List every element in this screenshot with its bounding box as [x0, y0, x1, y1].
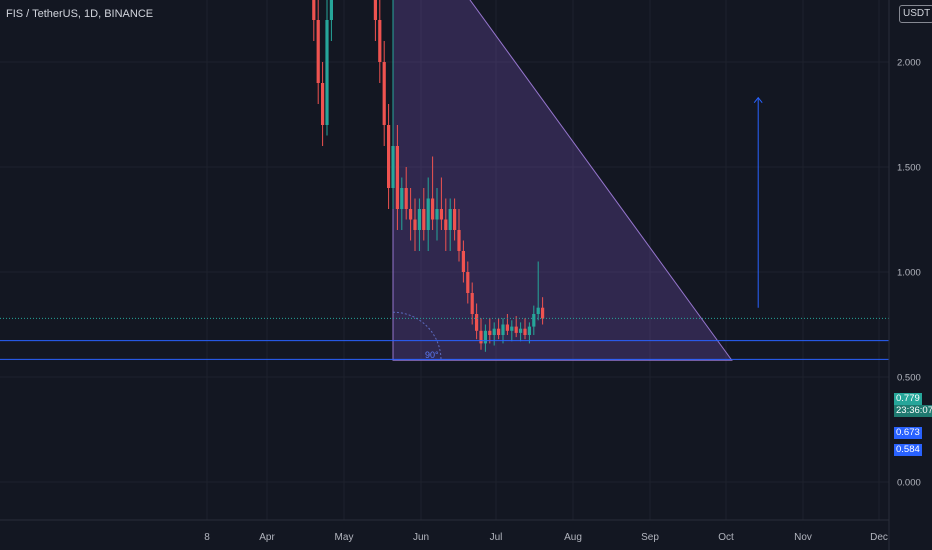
x-tick-label: Sep — [641, 532, 659, 543]
candle-body — [483, 330, 487, 344]
candle-body — [448, 209, 452, 230]
x-tick-label: Nov — [794, 532, 812, 543]
candle-body — [387, 125, 391, 188]
triangle-drawing — [392, 0, 733, 361]
candle-body — [417, 209, 421, 230]
y-axis: 0.0000.5001.0001.5002.0002.5003.0003.500… — [888, 0, 921, 550]
x-tick-label: Aug — [564, 532, 582, 543]
candle-body — [479, 330, 483, 344]
candle-body — [501, 324, 505, 335]
candle-body — [426, 198, 430, 230]
y-tick-label: 2.000 — [897, 58, 921, 69]
price-levels — [0, 317, 889, 360]
countdown-tag: 23:36:07 — [894, 405, 932, 417]
candle-body — [505, 324, 509, 331]
x-tick-label: Oct — [718, 532, 734, 543]
candle-body — [395, 146, 399, 209]
candle-body — [466, 272, 470, 293]
candle-body — [453, 209, 457, 230]
arrow-head — [753, 96, 763, 104]
candle-body — [497, 328, 501, 335]
candle-body — [439, 209, 443, 220]
level-high-tag: 0.673 — [894, 427, 922, 439]
candle-body — [519, 328, 523, 333]
candle-body — [422, 209, 426, 230]
candle-body — [382, 62, 386, 125]
candle-body — [325, 20, 329, 125]
candle-body — [488, 330, 492, 335]
candle-body — [461, 251, 465, 272]
angle-arc — [392, 311, 442, 361]
candle-body — [514, 326, 518, 333]
level-low-tag: 0.584 — [894, 444, 922, 456]
x-tick-label: 8 — [204, 532, 210, 543]
candle-body — [329, 0, 333, 20]
candle-body — [536, 307, 540, 314]
candle-body — [444, 219, 448, 230]
candle-body — [523, 328, 527, 335]
candle-body — [431, 198, 435, 220]
candle-body — [404, 188, 408, 209]
candle-body — [391, 146, 395, 188]
candle-body — [321, 83, 325, 125]
candle-body — [312, 0, 316, 20]
candle-body — [409, 209, 413, 220]
grid-lines — [0, 0, 889, 520]
symbol-title[interactable]: FIS / TetherUS, 1D, BINANCE — [6, 8, 154, 20]
candle-body — [510, 326, 514, 331]
candle-body — [373, 0, 377, 20]
x-tick-label: Jun — [413, 532, 429, 543]
y-tick-label: 1.500 — [897, 163, 921, 174]
candle-body — [475, 314, 479, 331]
candle-body — [378, 20, 382, 62]
candle-body — [532, 314, 536, 327]
candle-body — [316, 20, 320, 83]
x-tick-label: Apr — [259, 532, 275, 543]
candle-body — [400, 188, 404, 209]
candle-body — [413, 219, 417, 230]
current-price-tag: 0.779 — [894, 393, 922, 405]
x-tick-label: Jul — [490, 532, 503, 543]
currency-badge[interactable]: USDT — [899, 5, 932, 23]
y-tick-label: 0.000 — [897, 478, 921, 489]
angle-label: 90° — [425, 350, 439, 360]
candle-body — [541, 307, 545, 319]
x-tick-label: Dec — [870, 532, 888, 543]
y-tick-label: 0.500 — [897, 373, 921, 384]
candles — [312, 0, 545, 352]
x-axis: 8 Apr May Jun Jul Aug Sep Oct Nov Dec — [0, 519, 889, 543]
candle-body — [492, 328, 496, 335]
y-tick-label: 1.000 — [897, 268, 921, 279]
candle-body — [527, 326, 531, 335]
x-tick-label: May — [335, 532, 354, 543]
drawings: 90° — [392, 0, 763, 361]
candle-body — [457, 230, 461, 251]
candle-body — [470, 293, 474, 314]
candle-body — [435, 209, 439, 220]
